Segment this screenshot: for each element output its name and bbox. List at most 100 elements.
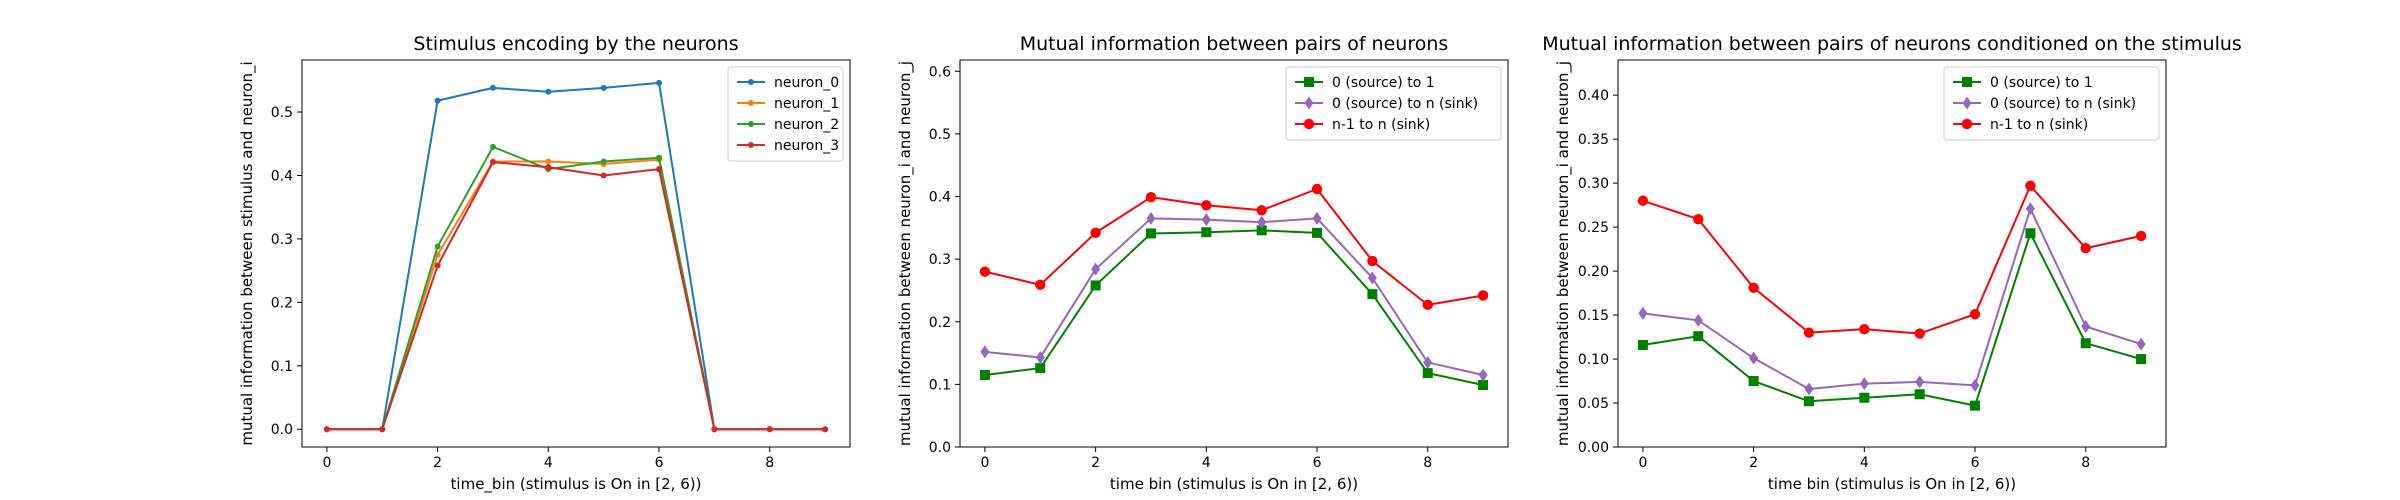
series-line (1642, 232, 2142, 407)
legend-label: 0 (source) to 1 (1990, 75, 2093, 91)
chart-title: Stimulus encoding by the neurons (413, 33, 738, 55)
y-tick-label: 0.1 (271, 359, 293, 375)
x-tick-label: 0 (980, 455, 989, 471)
y-tick-label: 0.0 (271, 422, 293, 438)
data-point (656, 79, 663, 86)
data-point (1367, 255, 1378, 267)
data-point (600, 158, 607, 165)
data-point (656, 166, 663, 173)
chart-panel-2: Mutual information between pairs of neur… (896, 33, 1509, 493)
y-axis-label: mutual information between neuron_i and … (896, 61, 915, 446)
legend-marker (1304, 96, 1314, 110)
series-line (326, 145, 826, 431)
legend-label: neuron_1 (774, 96, 839, 112)
data-point (1311, 183, 1323, 195)
legend-label: neuron_3 (774, 138, 839, 154)
x-tick-label: 4 (544, 455, 553, 471)
data-point (2135, 230, 2147, 242)
data-point (434, 262, 441, 269)
data-point (1256, 205, 1267, 216)
data-point (1478, 368, 1488, 382)
data-point (1803, 396, 1814, 407)
legend-item: neuron_2 (737, 117, 839, 133)
x-tick-label: 0 (1638, 455, 1647, 471)
y-tick-label: 0.00 (1578, 440, 1609, 456)
data-point (1145, 228, 1156, 239)
data-point (2025, 228, 2036, 239)
data-point (1748, 282, 1759, 294)
y-tick-label: 0.4 (929, 190, 951, 206)
data-point (1804, 382, 1814, 396)
data-point (1257, 215, 1267, 229)
data-point (1914, 328, 1925, 339)
data-point (1367, 271, 1377, 285)
y-tick-label: 0.3 (929, 252, 951, 268)
legend-item: neuron_1 (737, 96, 839, 112)
data-point (545, 164, 552, 171)
x-axis-label: time bin (stimulus is On in [2, 6)) (1768, 475, 2016, 493)
x-tick-label: 4 (1202, 455, 1211, 471)
series-4 (323, 159, 829, 433)
chart-title: Mutual information between pairs of neur… (1542, 33, 2242, 55)
series-2 (323, 156, 829, 433)
x-tick-label: 6 (1313, 455, 1322, 471)
legend-box (1943, 66, 2160, 141)
data-point (1367, 289, 1378, 300)
x-tick-label: 2 (433, 455, 442, 471)
series-line (326, 158, 826, 431)
data-point (1422, 299, 1433, 311)
legend-marker (1304, 77, 1314, 87)
series-2 (980, 211, 1488, 382)
chart-title: Mutual information between pairs of neur… (1020, 33, 1449, 55)
y-tick-label: 0.3 (271, 232, 293, 248)
y-tick-label: 0.15 (1578, 308, 1609, 324)
legend: 0 (source) to 1 0 (source) to n (sink) n-1… (1285, 66, 1502, 141)
data-point (1312, 211, 1322, 225)
legend-label: neuron_2 (774, 117, 839, 133)
x-tick-label: 4 (1860, 455, 1869, 471)
legend-marker (748, 142, 754, 148)
data-point (1201, 213, 1211, 227)
data-point (2081, 320, 2091, 334)
data-point (434, 243, 441, 250)
data-point (980, 345, 990, 359)
axes-frame (301, 59, 851, 448)
data-point (489, 159, 496, 166)
data-point (1035, 350, 1045, 364)
data-point (979, 369, 990, 380)
x-tick-label: 2 (1091, 455, 1100, 471)
data-point (1422, 368, 1433, 379)
y-tick-label: 0.25 (1578, 220, 1609, 236)
legend-label: n-1 to n (sink) (1990, 117, 2088, 133)
legend-label: n-1 to n (sink) (1332, 117, 1430, 133)
data-point (2080, 338, 2091, 349)
chart-panel-3: Mutual information between pairs of neur… (1542, 33, 2242, 493)
data-point (1423, 355, 1433, 369)
y-tick-label: 0.05 (1578, 396, 1609, 412)
data-point (1090, 280, 1101, 291)
legend-item: 0 (source) to n (sink) (1953, 96, 2136, 112)
y-axis-label: mutual information between stimulus and … (238, 61, 257, 445)
legend-marker (1961, 118, 1973, 130)
data-point (1693, 313, 1703, 327)
y-tick-label: 0.4 (271, 168, 293, 184)
legend-box (727, 66, 844, 162)
data-point (1970, 378, 1980, 392)
data-point (379, 426, 386, 433)
legend-marker (1962, 77, 1972, 87)
x-tick-label: 6 (655, 455, 664, 471)
y-tick-label: 0.5 (271, 105, 293, 121)
y-tick-label: 0.6 (929, 64, 951, 80)
legend-marker (748, 79, 754, 85)
data-point (2025, 180, 2036, 191)
axes-frame (1617, 59, 2167, 448)
data-point (545, 158, 552, 165)
legend: 0 (source) to 1 0 (source) to n (sink) n-1… (1943, 66, 2160, 141)
legend-item: neuron_0 (737, 75, 839, 91)
legend-marker (748, 100, 754, 106)
data-point (1803, 327, 1815, 338)
data-point (2080, 243, 2091, 254)
legend-marker (1962, 96, 1972, 110)
legend-label: 0 (source) to n (sink) (1332, 96, 1478, 112)
y-tick-label: 0.20 (1578, 264, 1609, 280)
